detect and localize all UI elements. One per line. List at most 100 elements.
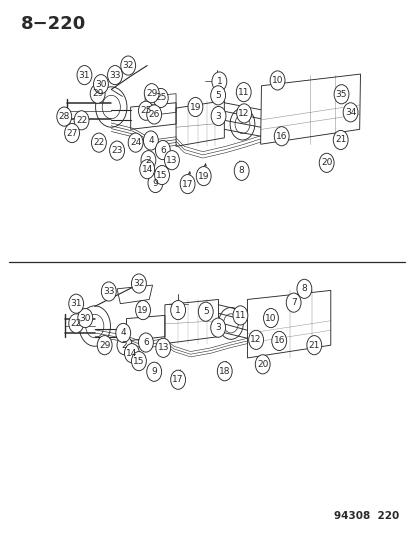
Circle shape	[93, 75, 108, 94]
Circle shape	[97, 336, 112, 355]
Text: 1: 1	[175, 305, 180, 314]
Text: 12: 12	[250, 335, 261, 344]
Circle shape	[109, 141, 124, 160]
Text: 33: 33	[109, 70, 121, 79]
Text: 21: 21	[334, 135, 346, 144]
Text: 31: 31	[70, 299, 82, 308]
Text: 19: 19	[137, 305, 148, 314]
Text: 29: 29	[92, 89, 103, 98]
Circle shape	[140, 160, 154, 179]
Circle shape	[342, 103, 357, 122]
Circle shape	[196, 166, 211, 185]
Text: 17: 17	[181, 180, 193, 189]
Text: 6: 6	[143, 338, 148, 347]
Text: 11: 11	[234, 311, 246, 320]
Circle shape	[154, 165, 169, 184]
Circle shape	[69, 314, 83, 333]
Text: 18: 18	[218, 367, 230, 376]
Text: 10: 10	[271, 76, 282, 85]
Circle shape	[233, 306, 247, 325]
Text: 19: 19	[189, 102, 201, 111]
Text: 9: 9	[151, 367, 157, 376]
Text: 5: 5	[202, 307, 208, 316]
Circle shape	[107, 66, 122, 85]
Text: 5: 5	[215, 91, 221, 100]
Text: 28: 28	[58, 112, 70, 121]
Text: 12: 12	[238, 109, 249, 118]
Circle shape	[128, 133, 143, 152]
Circle shape	[78, 309, 93, 328]
Circle shape	[170, 301, 185, 320]
Circle shape	[211, 72, 226, 91]
Text: 33: 33	[103, 287, 114, 296]
Circle shape	[153, 88, 168, 108]
Circle shape	[141, 151, 155, 169]
Circle shape	[236, 83, 251, 102]
Text: 8−220: 8−220	[21, 15, 85, 33]
Text: 25: 25	[140, 106, 151, 115]
Text: 30: 30	[95, 79, 107, 88]
Text: 29: 29	[146, 88, 157, 98]
Text: 31: 31	[78, 70, 90, 79]
Text: 34: 34	[344, 108, 356, 117]
Circle shape	[131, 352, 146, 370]
Text: 13: 13	[157, 343, 169, 352]
Text: 15: 15	[156, 171, 167, 180]
Circle shape	[236, 104, 251, 123]
Circle shape	[91, 133, 106, 152]
Circle shape	[64, 124, 79, 143]
Text: 22: 22	[70, 319, 82, 328]
Circle shape	[210, 86, 225, 105]
Text: 10: 10	[265, 313, 276, 322]
Text: 8: 8	[238, 166, 244, 175]
Circle shape	[255, 355, 269, 374]
Text: 15: 15	[133, 357, 144, 366]
Circle shape	[146, 105, 161, 124]
Text: 14: 14	[141, 165, 152, 174]
Text: 20: 20	[256, 360, 268, 369]
Circle shape	[296, 279, 311, 298]
Circle shape	[138, 101, 153, 120]
Text: 16: 16	[273, 336, 284, 345]
Text: 11: 11	[237, 87, 249, 96]
Circle shape	[116, 324, 131, 343]
Text: 27: 27	[66, 128, 78, 138]
Circle shape	[269, 71, 284, 90]
Circle shape	[77, 66, 92, 85]
Circle shape	[147, 173, 162, 192]
Circle shape	[135, 301, 150, 320]
Circle shape	[180, 174, 195, 193]
Text: 1: 1	[216, 77, 222, 86]
Circle shape	[332, 131, 347, 150]
Text: 32: 32	[133, 279, 144, 288]
Circle shape	[121, 56, 135, 75]
Text: 2: 2	[121, 341, 127, 350]
Circle shape	[74, 111, 89, 130]
Text: 17: 17	[172, 375, 183, 384]
Text: 29: 29	[99, 341, 110, 350]
Circle shape	[155, 338, 170, 358]
Circle shape	[210, 318, 225, 337]
Circle shape	[170, 370, 185, 389]
Circle shape	[131, 274, 146, 293]
Circle shape	[90, 84, 105, 103]
Circle shape	[124, 344, 139, 363]
Circle shape	[306, 336, 321, 355]
Text: 7: 7	[290, 298, 296, 307]
Text: 16: 16	[275, 132, 287, 141]
Circle shape	[101, 282, 116, 301]
Circle shape	[198, 302, 213, 321]
Circle shape	[285, 293, 300, 312]
Text: 14: 14	[126, 349, 137, 358]
Text: 2: 2	[145, 156, 151, 165]
Text: 32: 32	[122, 61, 133, 70]
Circle shape	[333, 85, 348, 104]
Circle shape	[263, 309, 278, 328]
Circle shape	[57, 107, 71, 126]
Circle shape	[143, 131, 158, 150]
Text: 13: 13	[166, 156, 177, 165]
Text: 22: 22	[93, 138, 104, 147]
Text: 35: 35	[335, 90, 347, 99]
Text: 25: 25	[155, 93, 166, 102]
Circle shape	[248, 330, 263, 350]
